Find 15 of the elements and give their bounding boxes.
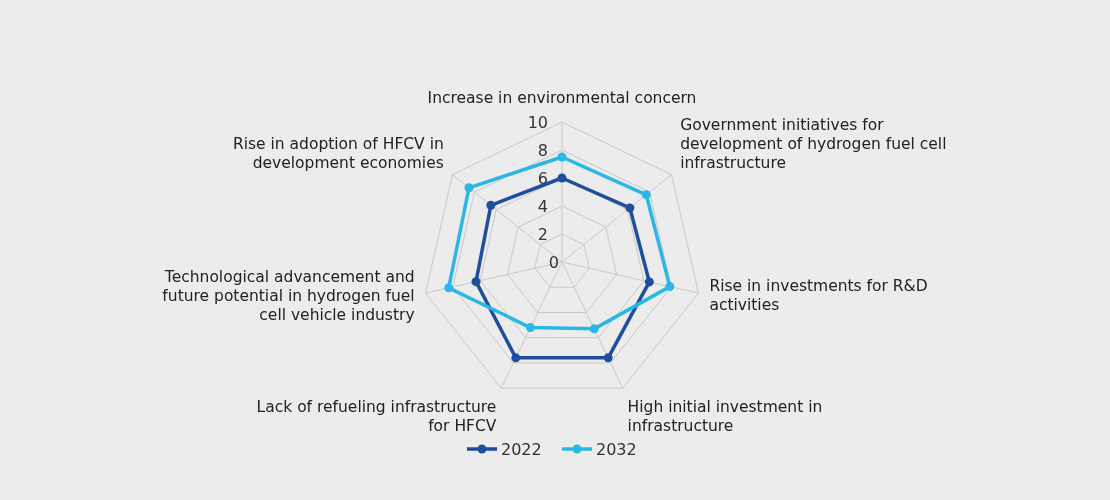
y-tick-label: 2 <box>537 224 548 244</box>
spoke-label: Government initiatives for development of hydrogen fuel cell infrastructure <box>680 115 947 172</box>
legend-label: 2032 <box>596 439 637 459</box>
y-tick-label: 10 <box>527 112 548 132</box>
spoke-label: Increase in environmental concern <box>427 88 697 107</box>
legend-label: 2022 <box>501 439 542 459</box>
y-tick-label: 0 <box>548 252 559 272</box>
y-tick-label: 6 <box>537 168 548 188</box>
spoke-label: Rise in investments for R&D activities <box>709 277 928 315</box>
spoke-label: High initial investment in infrastructure <box>627 398 823 436</box>
spoke-label: Technological advancement and future potential in hydrogen fuel cell vehicle industry <box>162 267 415 324</box>
spoke-label: Lack of refueling infrastructure for HFCV <box>256 398 497 436</box>
y-tick-label: 4 <box>537 196 548 216</box>
y-tick-label: 8 <box>537 140 548 160</box>
spoke-label: Rise in adoption of HFCV in development economies <box>232 134 444 172</box>
